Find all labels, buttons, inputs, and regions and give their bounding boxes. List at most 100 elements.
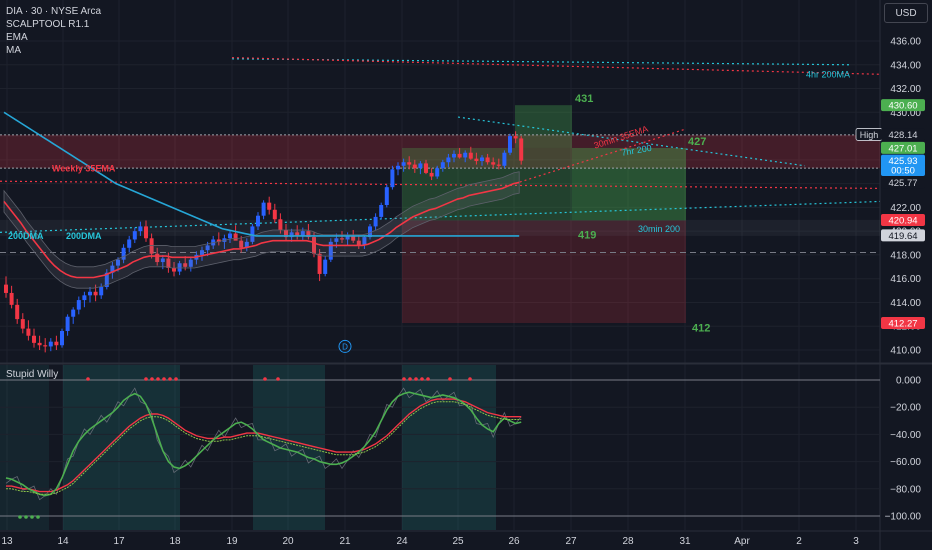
candle-body	[183, 263, 188, 267]
annotation-label: 431	[575, 93, 593, 105]
annotation-label: 4hr 200MA	[806, 69, 850, 79]
candle-body	[177, 263, 182, 272]
price-badge-label: 425.77	[888, 178, 917, 189]
candle-body	[60, 330, 64, 346]
candle-body	[351, 235, 356, 241]
osc-tick: 0.000	[896, 376, 921, 387]
time-label: 3	[853, 536, 859, 547]
candle-body	[452, 153, 456, 158]
candle-body	[295, 232, 300, 236]
candle-body	[166, 258, 171, 268]
price-tick: 432.00	[890, 84, 921, 95]
osc-tick: −20.00	[890, 403, 921, 414]
candle-body	[15, 304, 20, 320]
ma-4hr-200-line	[231, 58, 851, 66]
candle-body	[362, 237, 367, 246]
oscillator-shade	[402, 365, 496, 530]
candle-body	[485, 157, 490, 163]
candle-body	[323, 259, 328, 274]
candle-body	[88, 291, 92, 296]
price-badge-label: 425.93	[888, 156, 917, 167]
legend-panel: DIA · 30 · NYSE Arca SCALPTOOL R1.1 EMA …	[6, 5, 101, 57]
osc-tick: −60.00	[890, 457, 921, 468]
oscillator-shade	[0, 365, 49, 530]
price-badge	[881, 229, 925, 242]
candle-body	[37, 342, 42, 346]
annotation-label: 412	[692, 322, 710, 334]
indicator-scalptool[interactable]: SCALPTOOL R1.1	[6, 19, 90, 30]
candle-body	[356, 240, 361, 246]
candle-body	[474, 158, 479, 162]
candle-body	[491, 162, 496, 165]
candle-body	[272, 209, 277, 220]
candle-body	[82, 295, 87, 301]
support-band	[0, 219, 880, 236]
candle-body	[384, 187, 389, 206]
candle-body	[250, 226, 255, 242]
time-label: 25	[452, 536, 464, 547]
overbought-dot	[408, 377, 412, 381]
oversold-dot	[18, 515, 22, 519]
price-badge	[881, 128, 925, 141]
time-label: 21	[339, 536, 351, 547]
candle-body	[172, 267, 176, 272]
candle-body	[300, 231, 305, 236]
candle-body	[496, 164, 501, 166]
candle-body	[418, 163, 423, 169]
time-label: 18	[169, 536, 181, 547]
time-label: 14	[57, 536, 69, 547]
overbought-dot	[468, 377, 472, 381]
overbought-dot	[276, 377, 280, 381]
annotation-label: 419	[578, 230, 596, 242]
time-label: 13	[1, 536, 13, 547]
candle-body	[340, 238, 344, 240]
price-tick: 416.00	[890, 274, 921, 285]
indicator-ma[interactable]: MA	[6, 45, 21, 56]
price-badge-label: 427.01	[888, 143, 917, 154]
candle-body	[216, 239, 221, 242]
candle-body	[306, 231, 311, 238]
overbought-dot	[156, 377, 160, 381]
currency-button[interactable]: USD	[884, 3, 928, 23]
candle-body	[205, 245, 210, 251]
price-tick: 430.00	[890, 108, 921, 119]
overbought-dot	[168, 377, 172, 381]
candle-body	[188, 259, 193, 267]
price-tick: 418.00	[890, 250, 921, 261]
time-axis: 13 14 17 18 19 20 21 24 25 26 27 28 31 Apr 2 3	[1, 536, 859, 547]
annotation-label: 200DMA	[66, 231, 102, 241]
overbought-dot	[162, 377, 166, 381]
candle-body	[334, 238, 339, 242]
price-axis: 436.00434.00432.00430.00428.00426.00424.…	[855, 37, 925, 357]
candle-body	[239, 240, 244, 248]
candle-body	[317, 253, 322, 274]
oscillator-shade	[63, 365, 180, 530]
candle-body	[76, 300, 81, 310]
price-tick: 410.00	[890, 346, 921, 357]
price-badge	[881, 141, 925, 154]
time-label: 26	[508, 536, 520, 547]
candle-body	[99, 287, 104, 296]
candle-body	[502, 152, 507, 166]
price-badge-label: 412.27	[888, 319, 917, 330]
time-label: 17	[113, 536, 125, 547]
candle-body	[4, 284, 8, 293]
candle-body	[20, 319, 25, 329]
candle-body	[513, 136, 518, 139]
candle-body	[256, 215, 260, 227]
candle-body	[116, 259, 120, 266]
time-label: 19	[226, 536, 238, 547]
indicator-ema[interactable]: EMA	[6, 32, 28, 43]
candle-body	[43, 345, 48, 347]
overbought-dot	[150, 377, 154, 381]
candle-body	[278, 219, 283, 230]
candle-body	[110, 265, 115, 273]
annotation-label: 200DMA	[8, 231, 44, 241]
annotation-label: 30min 200	[638, 224, 680, 234]
time-label: 28	[622, 536, 634, 547]
overbought-dot	[174, 377, 178, 381]
candle-body	[200, 250, 204, 255]
candle-body	[345, 235, 350, 240]
